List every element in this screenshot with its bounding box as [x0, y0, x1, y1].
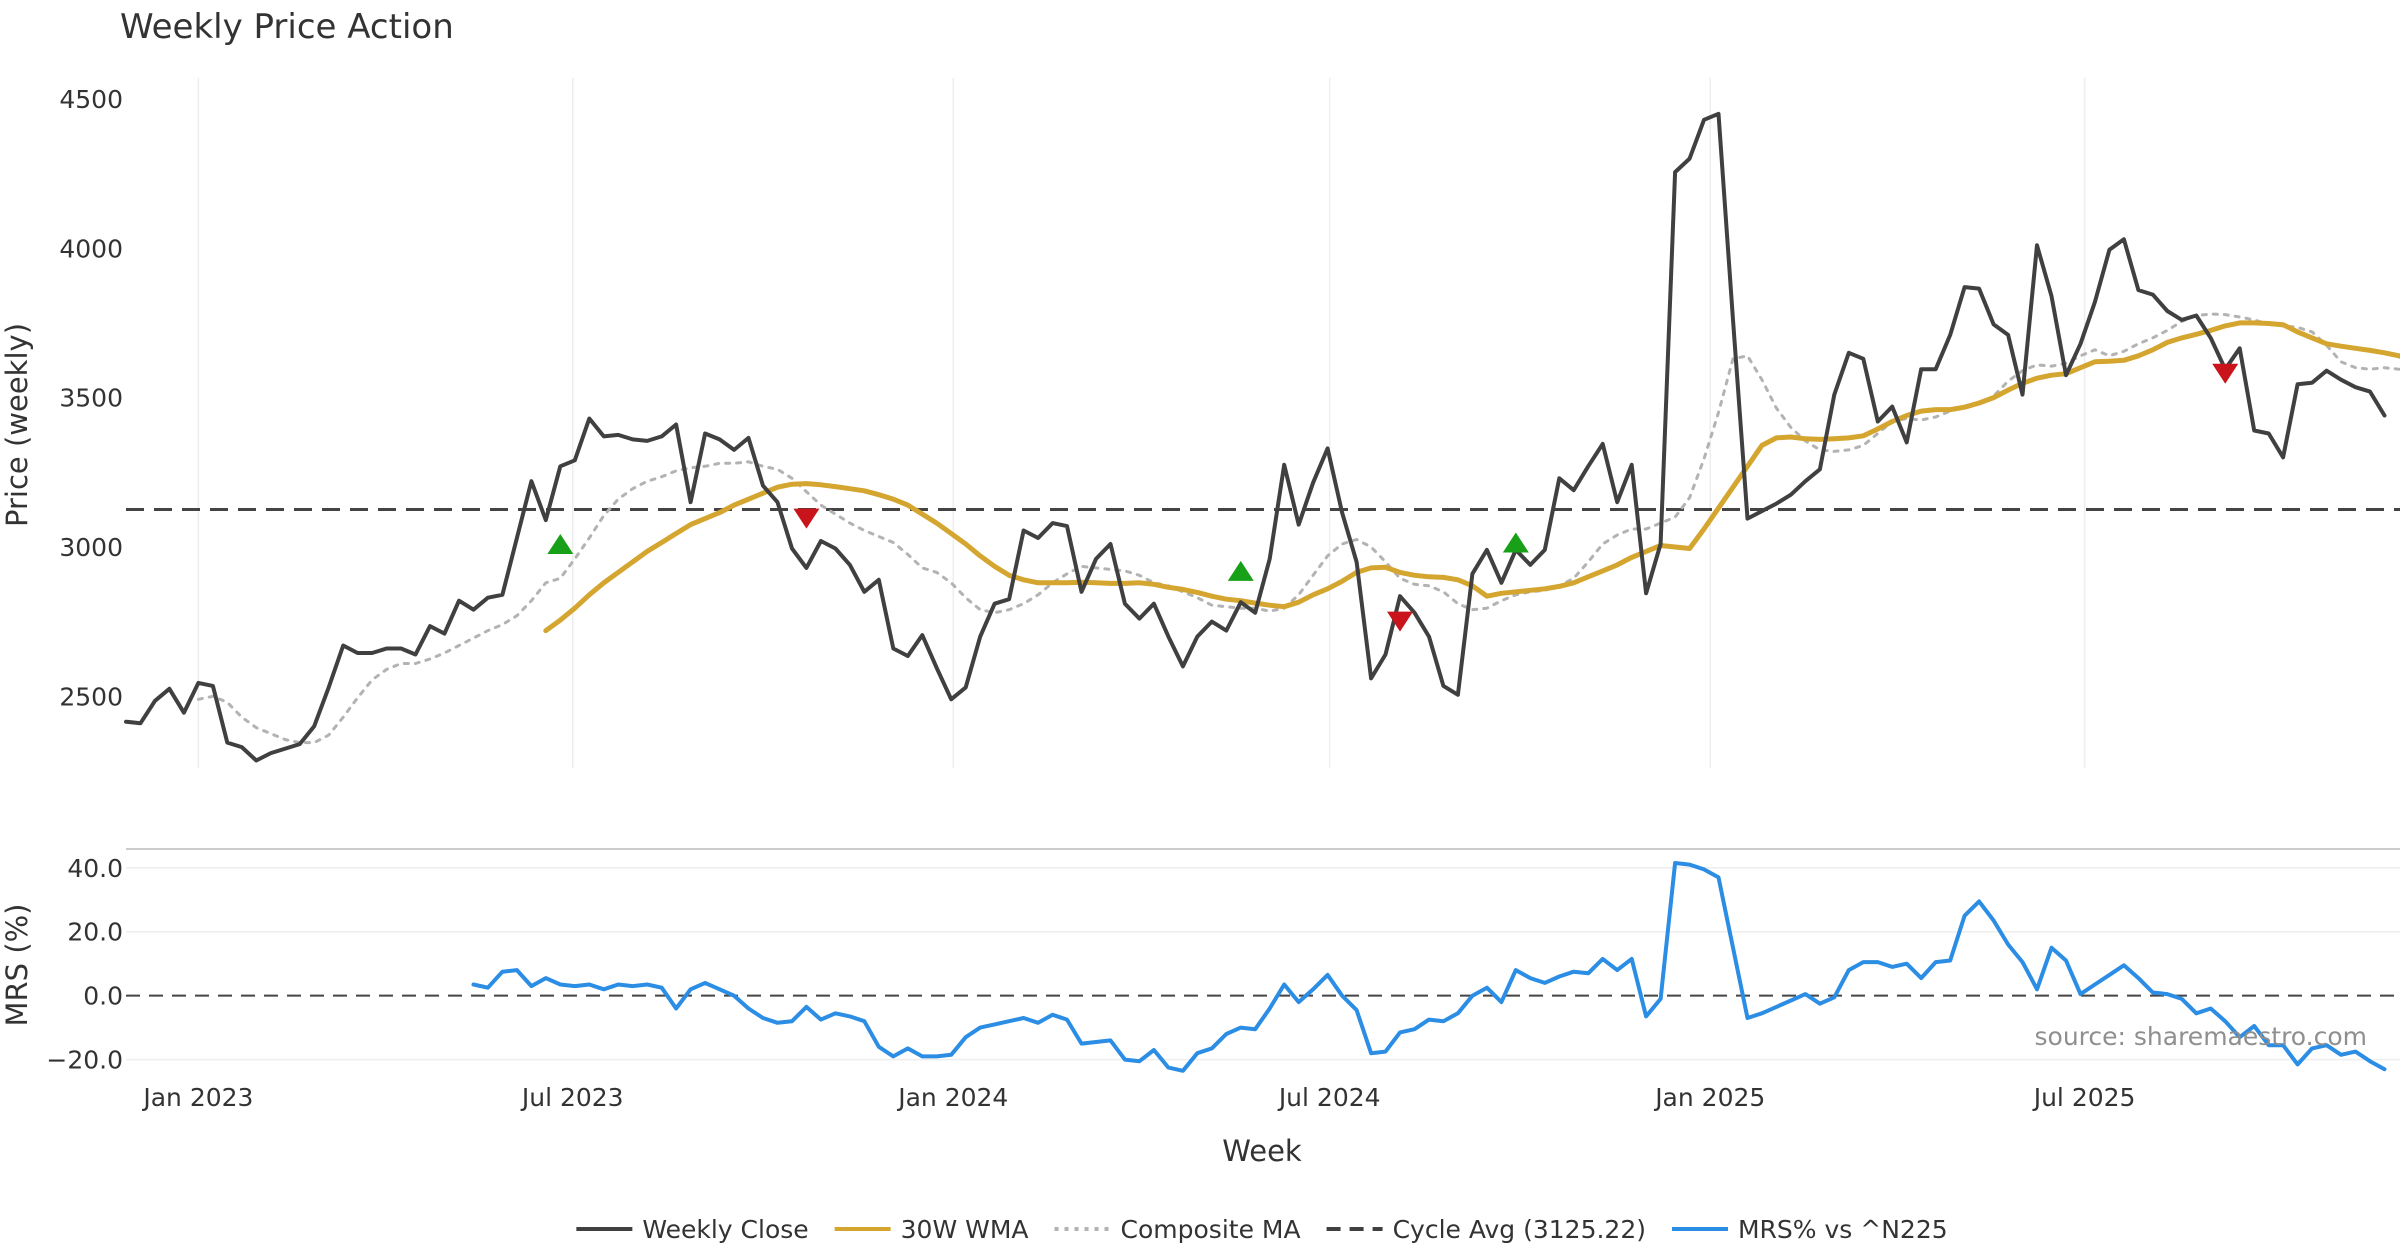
- price-panel-grid: [197, 78, 2086, 768]
- sell-signal-marker: [1387, 611, 1414, 632]
- mrs-panel-grid: [126, 867, 2400, 1061]
- source-text: source: sharemaestro.com: [2035, 1022, 2368, 1051]
- legend-label: Weekly Close: [642, 1215, 808, 1244]
- x-axis-label: Week: [1222, 1134, 1302, 1168]
- mrs-panel-y-ticks: 40.0 20.0 0.0 −20.0: [46, 854, 123, 1075]
- legend-item-cycle-avg-3125-22: Cycle Avg (3125.22): [1326, 1215, 1646, 1244]
- legend-label: 30W WMA: [901, 1215, 1029, 1244]
- weekly-close-line: [124, 111, 2387, 763]
- price-y-tick-label: 3500: [59, 384, 123, 413]
- price-y-tick-label: 3000: [59, 533, 123, 562]
- mrs-y-axis-label: MRS (%): [0, 904, 34, 1027]
- mrs-line: [471, 861, 2387, 1073]
- x-tick-label: Jan 2024: [896, 1083, 1008, 1112]
- buy-signal-marker: [1502, 532, 1529, 553]
- composite-ma-line: [196, 312, 2400, 745]
- price-y-tick-label: 4000: [59, 234, 123, 263]
- x-tick-label: Jul 2023: [520, 1083, 624, 1112]
- legend-label: MRS% vs ^N225: [1738, 1215, 1948, 1244]
- legend-item-composite-ma: Composite MA: [1054, 1215, 1301, 1244]
- x-tick-label: Jul 2025: [2032, 1083, 2136, 1112]
- price-panel-series: [124, 111, 2400, 763]
- x-tick-label: Jan 2023: [141, 1083, 253, 1112]
- legend-label: Cycle Avg (3125.22): [1393, 1215, 1646, 1244]
- sell-signal-marker: [793, 508, 820, 529]
- price-y-tick-label: 4500: [59, 85, 123, 114]
- buy-signal-marker: [547, 533, 574, 554]
- x-tick-label: Jul 2024: [1277, 1083, 1381, 1112]
- legend: Weekly Close 30W WMA Composite MA Cycle Avg…: [576, 1215, 1948, 1244]
- price-panel-y-ticks: 2500 3000 3500 4000 4500: [59, 85, 123, 711]
- buy-signal-marker: [1227, 560, 1254, 581]
- mrs-y-tick-label: 0.0: [83, 982, 123, 1011]
- price-y-tick-label: 2500: [59, 682, 123, 711]
- mrs-y-tick-label: −20.0: [46, 1046, 123, 1075]
- legend-label: Composite MA: [1121, 1215, 1301, 1244]
- mrs-y-tick-label: 20.0: [67, 918, 123, 947]
- mrs-y-tick-label: 40.0: [67, 854, 123, 883]
- legend-item-weekly-close: Weekly Close: [576, 1215, 809, 1244]
- chart-title: Weekly Price Action: [120, 7, 454, 47]
- legend-item-30w-wma: 30W WMA: [834, 1215, 1029, 1244]
- price-y-axis-label: Price (weekly): [0, 323, 34, 527]
- x-axis-ticks: Jan 2023 Jul 2023 Jan 2024 Jul 2024 Jan 2025…: [141, 1083, 2135, 1112]
- 30w-wma-line: [543, 320, 2400, 634]
- price-panel-signals: [547, 363, 2239, 632]
- sell-signal-marker: [2212, 363, 2239, 384]
- legend-item-mrs-vs-n225: MRS% vs ^N225: [1671, 1215, 1948, 1244]
- mrs-panel-series: [471, 861, 2387, 1073]
- x-tick-label: Jan 2025: [1653, 1083, 1765, 1112]
